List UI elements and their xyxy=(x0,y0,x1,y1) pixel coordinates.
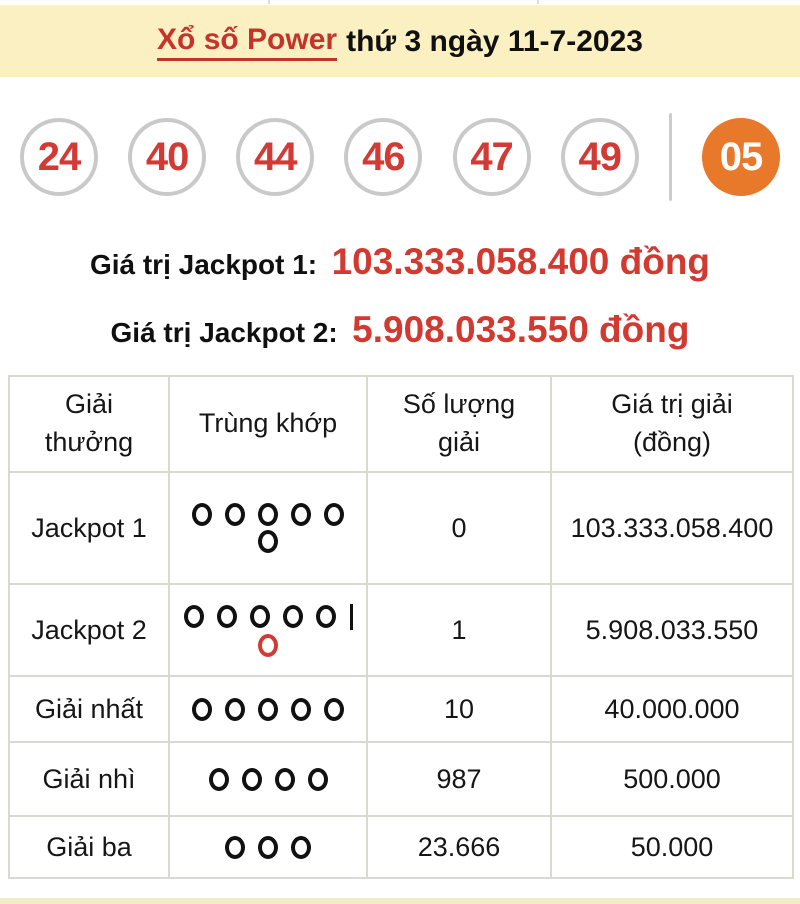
top-remnant-strip xyxy=(0,0,800,6)
black-ball-icon xyxy=(291,503,311,526)
prize-count: 1 xyxy=(366,583,552,677)
black-ball-icon xyxy=(258,697,278,721)
winning-ball: 49 xyxy=(560,118,639,196)
prize-value: 103.333.058.400 xyxy=(550,471,794,585)
draw-date-text: thứ 3 ngày 11-7-2023 xyxy=(346,24,643,58)
black-ball-icon xyxy=(258,503,278,526)
table-row: Giải nhất 10 40.000.000 xyxy=(8,675,794,743)
match-pattern xyxy=(168,815,368,879)
jackpot1-label: Giá trị Jackpot 1: xyxy=(89,249,318,280)
column-header-match: Trùng khớp xyxy=(168,375,368,473)
prize-label: Giải nhất xyxy=(8,675,170,743)
black-ball-icon xyxy=(307,767,328,791)
table-row: Jackpot 2 1 5.908.033.550 xyxy=(8,583,794,677)
black-ball-icon xyxy=(241,767,262,791)
winning-ball: 24 xyxy=(20,118,98,196)
match-separator-bar-icon xyxy=(349,603,353,630)
jackpot1-value: 103.333.058.400 đồng xyxy=(331,241,711,282)
black-ball-icon xyxy=(249,605,270,628)
prize-value: 50.000 xyxy=(550,815,794,879)
winning-ball: 44 xyxy=(236,118,315,196)
jackpot2-value-line: Giá trị Jackpot 2: 5.908.033.550 đồng xyxy=(0,309,800,351)
black-ball-icon xyxy=(324,503,344,526)
remnant-divider xyxy=(268,0,270,4)
power-ball-divider xyxy=(668,113,672,201)
match-pattern xyxy=(168,675,368,743)
prize-label: Giải ba xyxy=(8,815,170,879)
prize-value: 500.000 xyxy=(550,741,794,817)
column-header-prize: Giải thưởng xyxy=(8,375,170,473)
column-header-value: Giá trị giải (đồng) xyxy=(550,375,794,473)
match-pattern xyxy=(168,583,368,677)
match-pattern xyxy=(168,741,368,817)
prize-label: Giải nhì xyxy=(8,741,170,817)
black-ball-icon xyxy=(258,835,278,859)
winning-ball: 47 xyxy=(452,118,531,196)
prize-label: Jackpot 2 xyxy=(8,583,170,677)
black-ball-icon xyxy=(225,503,245,526)
column-header-count: Số lượng giải xyxy=(366,375,552,473)
table-header-row: Giải thưởng Trùng khớp Số lượng giải Giá… xyxy=(8,375,794,473)
winning-ball: 46 xyxy=(344,118,423,196)
black-ball-icon xyxy=(183,605,204,628)
title-band: Xổ số Power thứ 3 ngày 11-7-2023 xyxy=(0,6,800,77)
winning-numbers-row: 24 40 44 46 47 49 05 xyxy=(0,107,800,207)
black-ball-icon xyxy=(315,605,336,628)
black-ball-icon xyxy=(282,605,303,628)
prize-results-table: Giải thưởng Trùng khớp Số lượng giải Giá… xyxy=(8,375,794,879)
prize-value: 5.908.033.550 xyxy=(550,583,794,677)
power-ball: 05 xyxy=(701,118,780,196)
jackpot1-value-line: Giá trị Jackpot 1: 103.333.058.400 đồng xyxy=(0,241,800,283)
table-row: Giải nhì 987 500.000 xyxy=(8,741,794,817)
table-row: Jackpot 1 0 103.333.058.400 xyxy=(8,471,794,585)
match-pattern xyxy=(168,471,368,585)
black-ball-icon xyxy=(258,530,278,553)
black-ball-icon xyxy=(192,503,212,526)
jackpot2-label: Giá trị Jackpot 2: xyxy=(110,317,338,348)
prize-value: 40.000.000 xyxy=(550,675,794,743)
black-ball-icon xyxy=(208,767,229,791)
prize-count: 0 xyxy=(366,471,552,585)
prize-count: 987 xyxy=(366,741,552,817)
prize-label: Jackpot 1 xyxy=(8,471,170,585)
jackpot2-value: 5.908.033.550 đồng xyxy=(352,309,690,350)
black-ball-icon xyxy=(291,835,311,859)
black-ball-icon xyxy=(192,697,212,721)
prize-count: 10 xyxy=(366,675,552,743)
table-row: Giải ba 23.666 50.000 xyxy=(8,815,794,879)
black-ball-icon xyxy=(225,835,245,859)
next-section-strip xyxy=(0,898,800,904)
prize-count: 23.666 xyxy=(366,815,552,879)
black-ball-icon xyxy=(225,697,245,721)
black-ball-icon xyxy=(274,767,295,791)
black-ball-icon xyxy=(216,605,237,628)
black-ball-icon xyxy=(291,697,311,721)
remnant-divider xyxy=(537,0,539,4)
winning-ball: 40 xyxy=(128,118,207,196)
red-ball-icon xyxy=(258,633,278,657)
lottery-title-link[interactable]: Xổ số Power xyxy=(157,23,338,61)
black-ball-icon xyxy=(324,697,344,721)
